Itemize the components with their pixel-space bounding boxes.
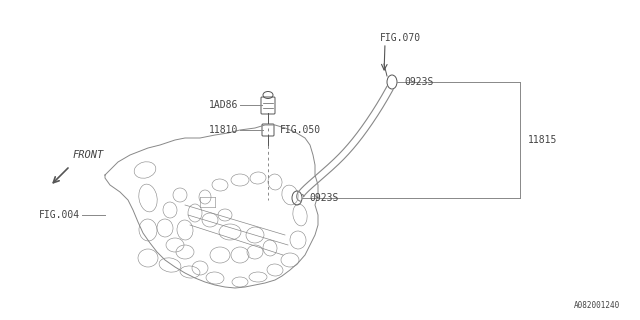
Text: 0923S: 0923S xyxy=(309,193,339,203)
Text: FIG.050: FIG.050 xyxy=(280,125,321,135)
Text: 0923S: 0923S xyxy=(404,77,433,87)
Text: FIG.004: FIG.004 xyxy=(39,210,80,220)
Text: 1AD86: 1AD86 xyxy=(209,100,238,110)
Text: FIG.070: FIG.070 xyxy=(380,33,421,43)
Text: 11810: 11810 xyxy=(209,125,238,135)
Text: FRONT: FRONT xyxy=(73,150,104,160)
Text: A082001240: A082001240 xyxy=(573,301,620,310)
Text: 11815: 11815 xyxy=(528,135,557,145)
